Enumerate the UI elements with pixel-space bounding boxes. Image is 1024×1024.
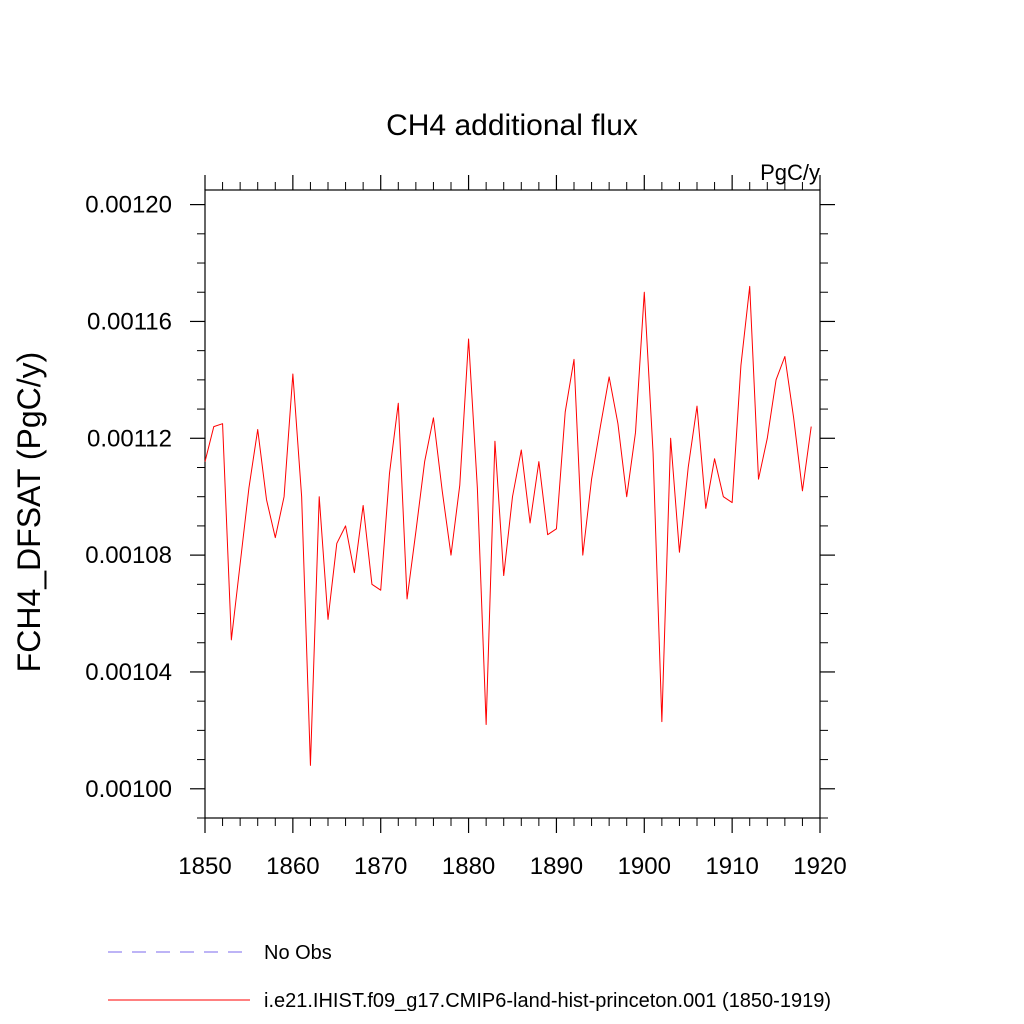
legend-label: i.e21.IHIST.f09_g17.CMIP6-land-hist-prin… <box>264 990 831 1012</box>
x-tick-label: 1860 <box>266 853 319 880</box>
x-tick-label: 1880 <box>442 853 495 880</box>
units-label: PgC/y <box>760 160 820 185</box>
legend: No Obs i.e21.IHIST.f09_g17.CMIP6-land-his… <box>108 942 831 1012</box>
y-tick-label: 0.00120 <box>85 192 172 219</box>
y-tick-label: 0.00116 <box>87 308 172 335</box>
x-tick-label: 1890 <box>530 853 583 880</box>
legend-label: No Obs <box>264 942 332 964</box>
x-tick-label: 1900 <box>618 853 671 880</box>
y-axis-title: FCH4_DFSAT (PgC/y) <box>11 352 47 673</box>
x-tick-label: 1910 <box>705 853 758 880</box>
x-tick-label: 1920 <box>793 853 846 880</box>
series-layer <box>204 285 812 766</box>
y-tick-label: 0.00112 <box>87 425 172 452</box>
plot-frame <box>204 189 821 819</box>
axis-ticks: 1850 1860 1870 1880 1890 1900 1910 1920 0.00100 0… <box>85 175 847 880</box>
y-tick-label: 0.00104 <box>85 659 172 686</box>
y-tick-label: 0.00108 <box>85 542 172 569</box>
series-line <box>204 285 812 766</box>
chart-title: CH4 additional flux <box>386 109 638 142</box>
x-tick-label: 1870 <box>354 853 407 880</box>
x-tick-label: 1850 <box>178 853 231 880</box>
y-tick-label: 0.00100 <box>85 776 172 803</box>
